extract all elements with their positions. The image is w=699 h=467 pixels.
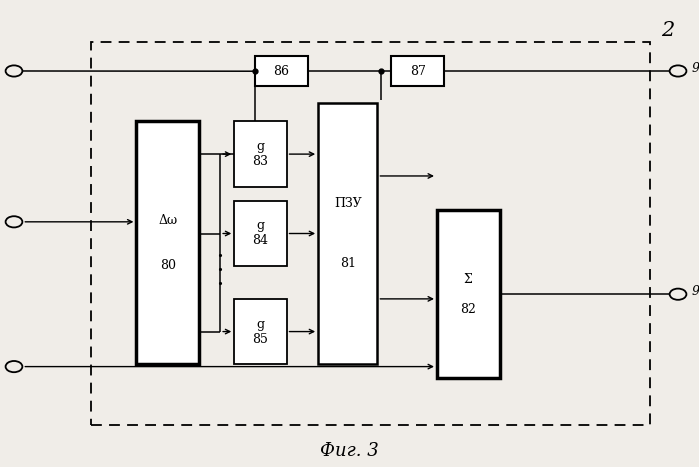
Bar (234, 121, 287, 187)
Bar (91, 42, 650, 425)
Text: 91: 91 (692, 285, 699, 298)
Text: g
84: g 84 (252, 219, 268, 248)
Text: ПЗУ



81: ПЗУ 81 (334, 197, 361, 270)
Text: Σ

82: Σ 82 (461, 273, 476, 316)
Text: Δω


80: Δω 80 (158, 214, 178, 272)
Bar (437, 210, 500, 378)
Text: 87: 87 (410, 65, 426, 78)
Bar (136, 121, 199, 364)
Text: 2: 2 (661, 21, 674, 40)
Bar (234, 201, 287, 266)
Text: g
83: g 83 (252, 140, 268, 168)
Text: Фиг. 3: Фиг. 3 (320, 442, 379, 460)
Bar (318, 103, 377, 364)
Text: 86: 86 (273, 65, 289, 78)
Bar (234, 299, 287, 364)
Text: 92: 92 (692, 62, 699, 75)
Bar (391, 56, 444, 86)
Text: g
85: g 85 (252, 318, 268, 346)
Bar (255, 56, 308, 86)
